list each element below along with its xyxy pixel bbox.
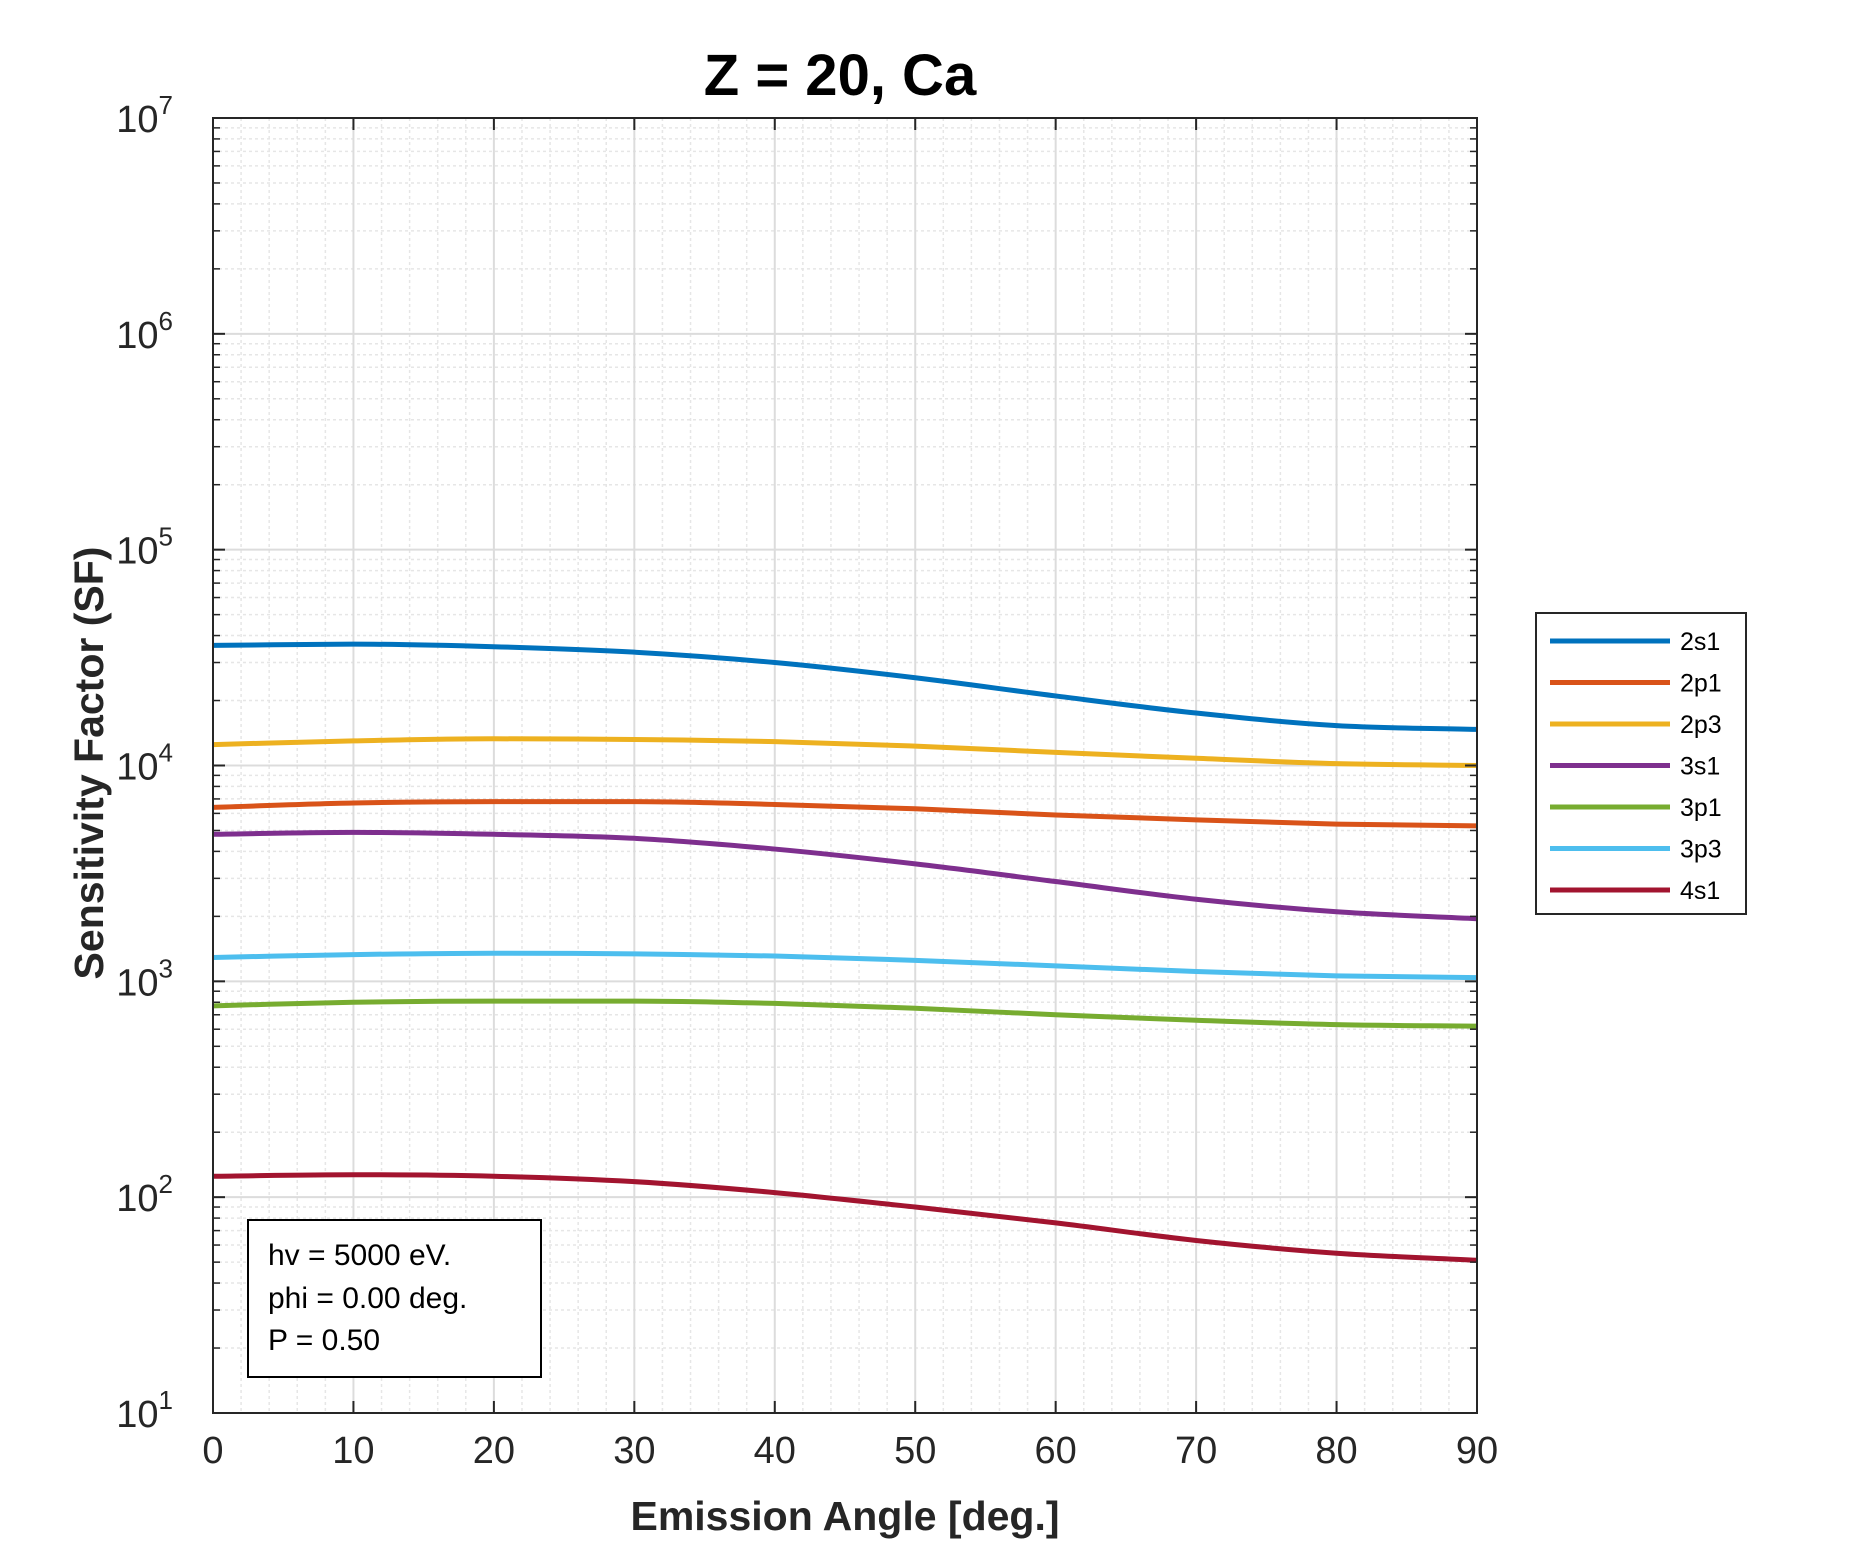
series-line-3s1 — [212, 829, 1478, 922]
y-tick-label: 104 — [116, 738, 173, 789]
y-tick-label: 103 — [116, 953, 173, 1004]
legend-label-3p1: 3p1 — [1680, 794, 1722, 822]
x-tick-label: 10 — [332, 1430, 374, 1472]
legend-label-2p1: 2p1 — [1680, 670, 1722, 698]
y-tick-label: 107 — [116, 90, 173, 141]
x-tick-label: 30 — [613, 1430, 655, 1472]
legend-label-4s1: 4s1 — [1680, 877, 1720, 905]
legend-label-2s1: 2s1 — [1680, 628, 1720, 656]
x-tick-label: 50 — [894, 1430, 936, 1472]
axis-ticks: 0 10 20 30 40 50 60 70 80 90 101 102 103 104 105 106 107 — [116, 90, 1498, 1472]
legend-label-3s1: 3s1 — [1680, 753, 1720, 781]
x-tick-label: 0 — [202, 1430, 223, 1472]
y-tick-label: 106 — [116, 306, 173, 357]
series-line-3p3 — [212, 950, 1478, 981]
annotation-box: hv = 5000 eV. phi = 0.00 deg. P = 0.50 — [247, 1219, 542, 1378]
x-axis-label: Emission Angle [deg.] — [630, 1493, 1059, 1539]
annotation-line-2: phi = 0.00 deg. — [268, 1282, 467, 1315]
chart-title: Z = 20, Ca — [704, 43, 977, 108]
series-line-3p1 — [212, 998, 1478, 1029]
series-line-4s1 — [212, 1172, 1478, 1263]
series-line-2s1 — [212, 641, 1478, 732]
plot-lines — [212, 641, 1478, 1263]
y-tick-label: 105 — [116, 522, 173, 573]
y-tick-label: 102 — [116, 1169, 173, 1220]
grid — [212, 117, 1478, 1414]
series-line-2p3 — [212, 736, 1478, 768]
annotation-line-3: P = 0.50 — [268, 1324, 380, 1357]
x-tick-label: 70 — [1175, 1430, 1217, 1472]
legend-label-3p3: 3p3 — [1680, 836, 1722, 864]
y-tick-label: 101 — [116, 1385, 173, 1436]
legend: 2s1 2p1 2p3 3s1 3p1 3p3 4s1 — [1535, 612, 1747, 915]
legend-label-2p3: 2p3 — [1680, 711, 1722, 739]
x-tick-label: 20 — [473, 1430, 515, 1472]
series-line-2p1 — [212, 799, 1478, 829]
x-tick-label: 90 — [1456, 1430, 1498, 1472]
x-tick-label: 40 — [754, 1430, 796, 1472]
y-axis-label: Sensitivity Factor (SF) — [66, 547, 112, 980]
annotation-frame — [247, 1219, 542, 1378]
x-tick-label: 80 — [1315, 1430, 1357, 1472]
annotation-line-1: hv = 5000 eV. — [268, 1239, 451, 1272]
x-tick-label: 60 — [1035, 1430, 1077, 1472]
